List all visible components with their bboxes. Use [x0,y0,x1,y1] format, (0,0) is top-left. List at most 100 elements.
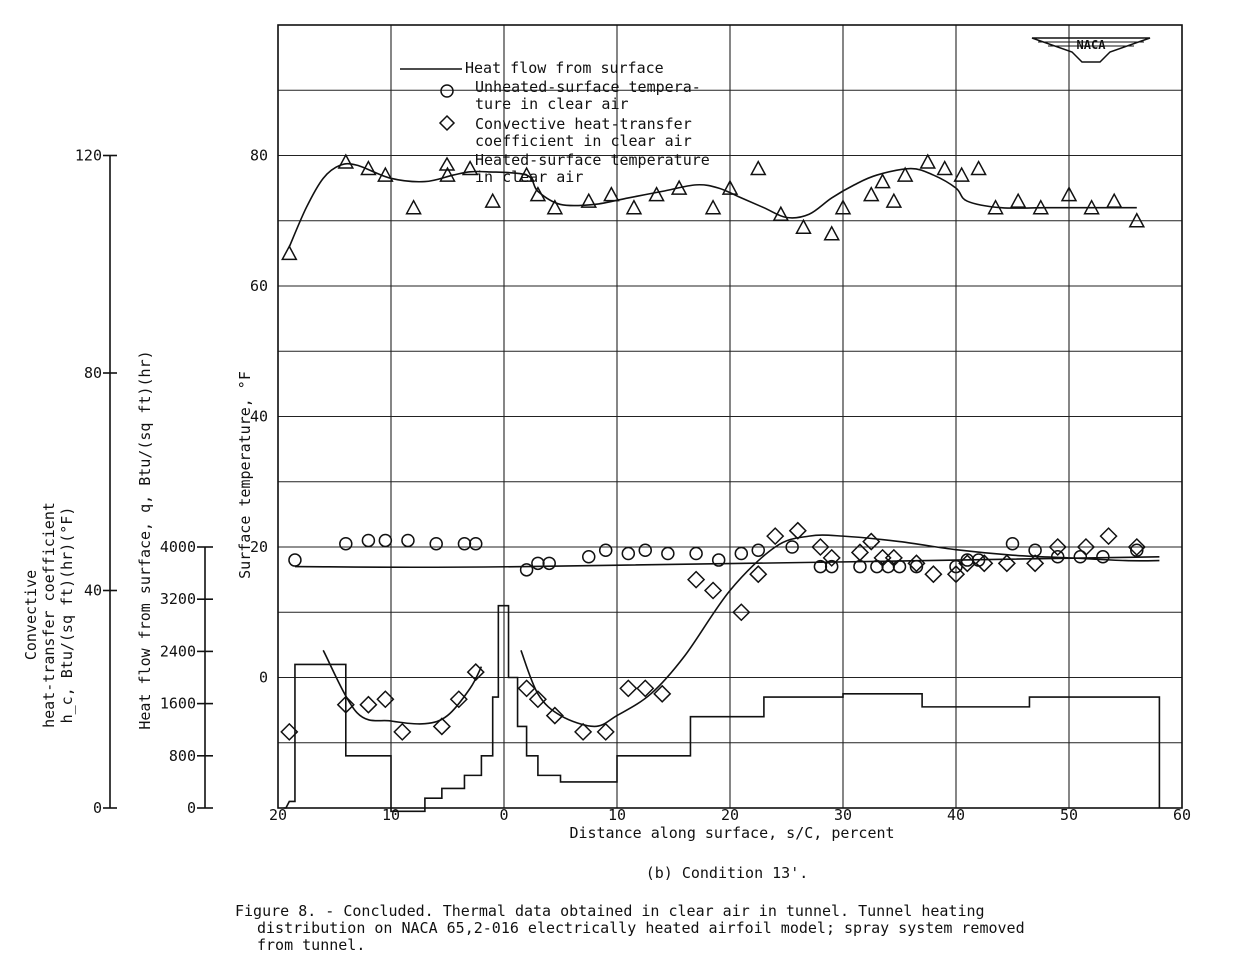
heat-transfer-coefficient-point [619,679,638,698]
unheated-temperature-point [519,563,534,577]
figure-caption-line-2: distribution on NACA 65,2-016 electrical… [257,919,1025,937]
heated-temperature-point [874,173,891,189]
heat-transfer-coefficient-point [653,684,672,703]
y-tick-label: 0 [259,669,268,687]
x-tick-label: 0 [499,806,508,824]
legend-triangle-marker [438,156,456,171]
heated-temperature-point [936,159,953,176]
heated-temperature-point [518,166,535,182]
heat-transfer-coefficient-point [517,679,536,698]
heated-temperature-point [862,186,880,202]
q-axis-label: Heat flow from surface, q, Btu/(sq ft)(h… [136,350,154,729]
unheated-temperature-point [621,546,636,561]
unheated-temperature-point [339,536,353,551]
heat-transfer-coefficient-point [1099,527,1118,546]
unheated-temperature-point [361,533,376,548]
hc-axis-tick-label: 120 [75,147,102,165]
heated-temperature-point [670,179,688,195]
heated-temperature-point [987,199,1004,215]
unheated-temperature-point [661,546,675,561]
data-markers [280,153,1146,741]
q-axis-tick-label: 800 [169,747,196,765]
heated-temperature-point [885,192,903,208]
heat-transfer-coefficient-point [545,706,564,725]
hc-axis-label-line-3: h_c, Btu/(sq ft)(hr)(°F) [58,507,76,724]
q-axis-tick-label: 1600 [160,695,196,713]
unheated-temperature-point [469,536,483,551]
y-axis-label: Surface temperature, °F [236,371,254,579]
heated-temperature-point [1083,199,1100,215]
heated-temperature-point [772,205,790,221]
unheated-temperature-point [638,543,652,558]
tick-labels: 20 10 0 10 20 30 40 50 6002040608008001600240032… [75,147,1191,825]
heated-temperature-point [461,159,479,176]
heat-flow-step-line [283,604,1161,813]
legend-label-heat-flow: Heat flow from surface [465,59,664,77]
heated-temperature-point [749,159,767,176]
heat-transfer-coefficient-point [822,548,841,567]
heat-transfer-coefficient-point [997,554,1016,573]
plot-frame [277,24,1183,809]
unheated-temperature-point [598,543,613,558]
heated-temperature-point [1128,212,1146,228]
unheated-temperature-point [531,556,545,571]
heated-temperature-point [795,218,812,235]
heated-temperature-point [896,166,914,182]
heated-temperature-point [919,153,937,169]
legend-circle-marker [440,84,454,98]
unheated-temperature-point [734,546,749,561]
heated-temperature-point [603,186,620,202]
x-tick-label: 20 [721,806,739,824]
unheated-temperature-point [1096,550,1110,564]
unheated-temperature-point [401,533,415,548]
heat-transfer-coefficient-point [884,548,903,567]
heat-transfer-coefficient-point [788,521,807,540]
heated-temperature-point [484,192,501,208]
heat-transfer-coefficient-point [732,603,751,622]
unheated-temperature-point [751,543,765,558]
figure-caption-line-1: Figure 8. - Concluded. Thermal data obta… [235,902,985,920]
heated-temperature-point [1105,192,1123,208]
x-tick-label: 10 [608,806,626,824]
q-axis-tick-label: 4000 [160,538,196,556]
legend-label-unheated-2: ture in clear air [475,95,629,113]
heat-transfer-coefficient-point [958,554,977,573]
heated-temperature-point [546,199,564,215]
heat-transfer-coefficient-point [636,679,655,698]
fairing-curve-7 [520,534,1160,728]
unheated-temperature-point [711,553,726,567]
figure-caption-line-3: from tunnel. [257,936,365,954]
fairing-curve-2 [288,162,1137,248]
heated-temperature-point [970,159,987,176]
heat-transfer-coefficient-point [336,695,355,714]
hc-axis-tick-label: 0 [93,799,102,817]
heat-transfer-coefficient-point [1048,537,1067,557]
heated-temperature-point [834,199,852,215]
heated-temperature-point [1009,192,1027,208]
heat-transfer-coefficient-point [924,565,943,584]
x-tick-label: 50 [1060,806,1078,824]
heat-transfer-coefficient-point [766,527,785,546]
y-tick-label: 80 [250,147,268,165]
heated-temperature-point [625,199,643,215]
unheated-temperature-point [892,559,907,574]
heat-flow-step-series [283,604,1161,813]
heated-temperature-point [953,166,970,182]
unheated-temperature-point [1073,550,1088,564]
y-tick-label: 40 [250,408,268,426]
unheated-temperature-point [288,553,302,567]
q-axis-tick-label: 3200 [160,590,196,608]
heat-transfer-coefficient-point [432,717,451,736]
heat-transfer-coefficient-point [1076,537,1096,557]
heat-transfer-coefficient-point [359,695,378,714]
legend-label-unheated-1: Unheated-surface tempera- [475,78,701,96]
unheated-temperature-point [429,536,443,551]
heat-transfer-coefficient-point [862,532,881,551]
x-axis-label: Distance along surface, s/C, percent [569,824,894,842]
x-tick-label: 60 [1173,806,1191,824]
heat-transfer-coefficient-point [280,722,299,741]
naca-logo: NACA [1031,37,1151,63]
unheated-temperature-point [1050,550,1065,564]
unheated-temperature-point [689,546,703,561]
legend-label-heated-1: Heated-surface temperature [475,151,710,169]
